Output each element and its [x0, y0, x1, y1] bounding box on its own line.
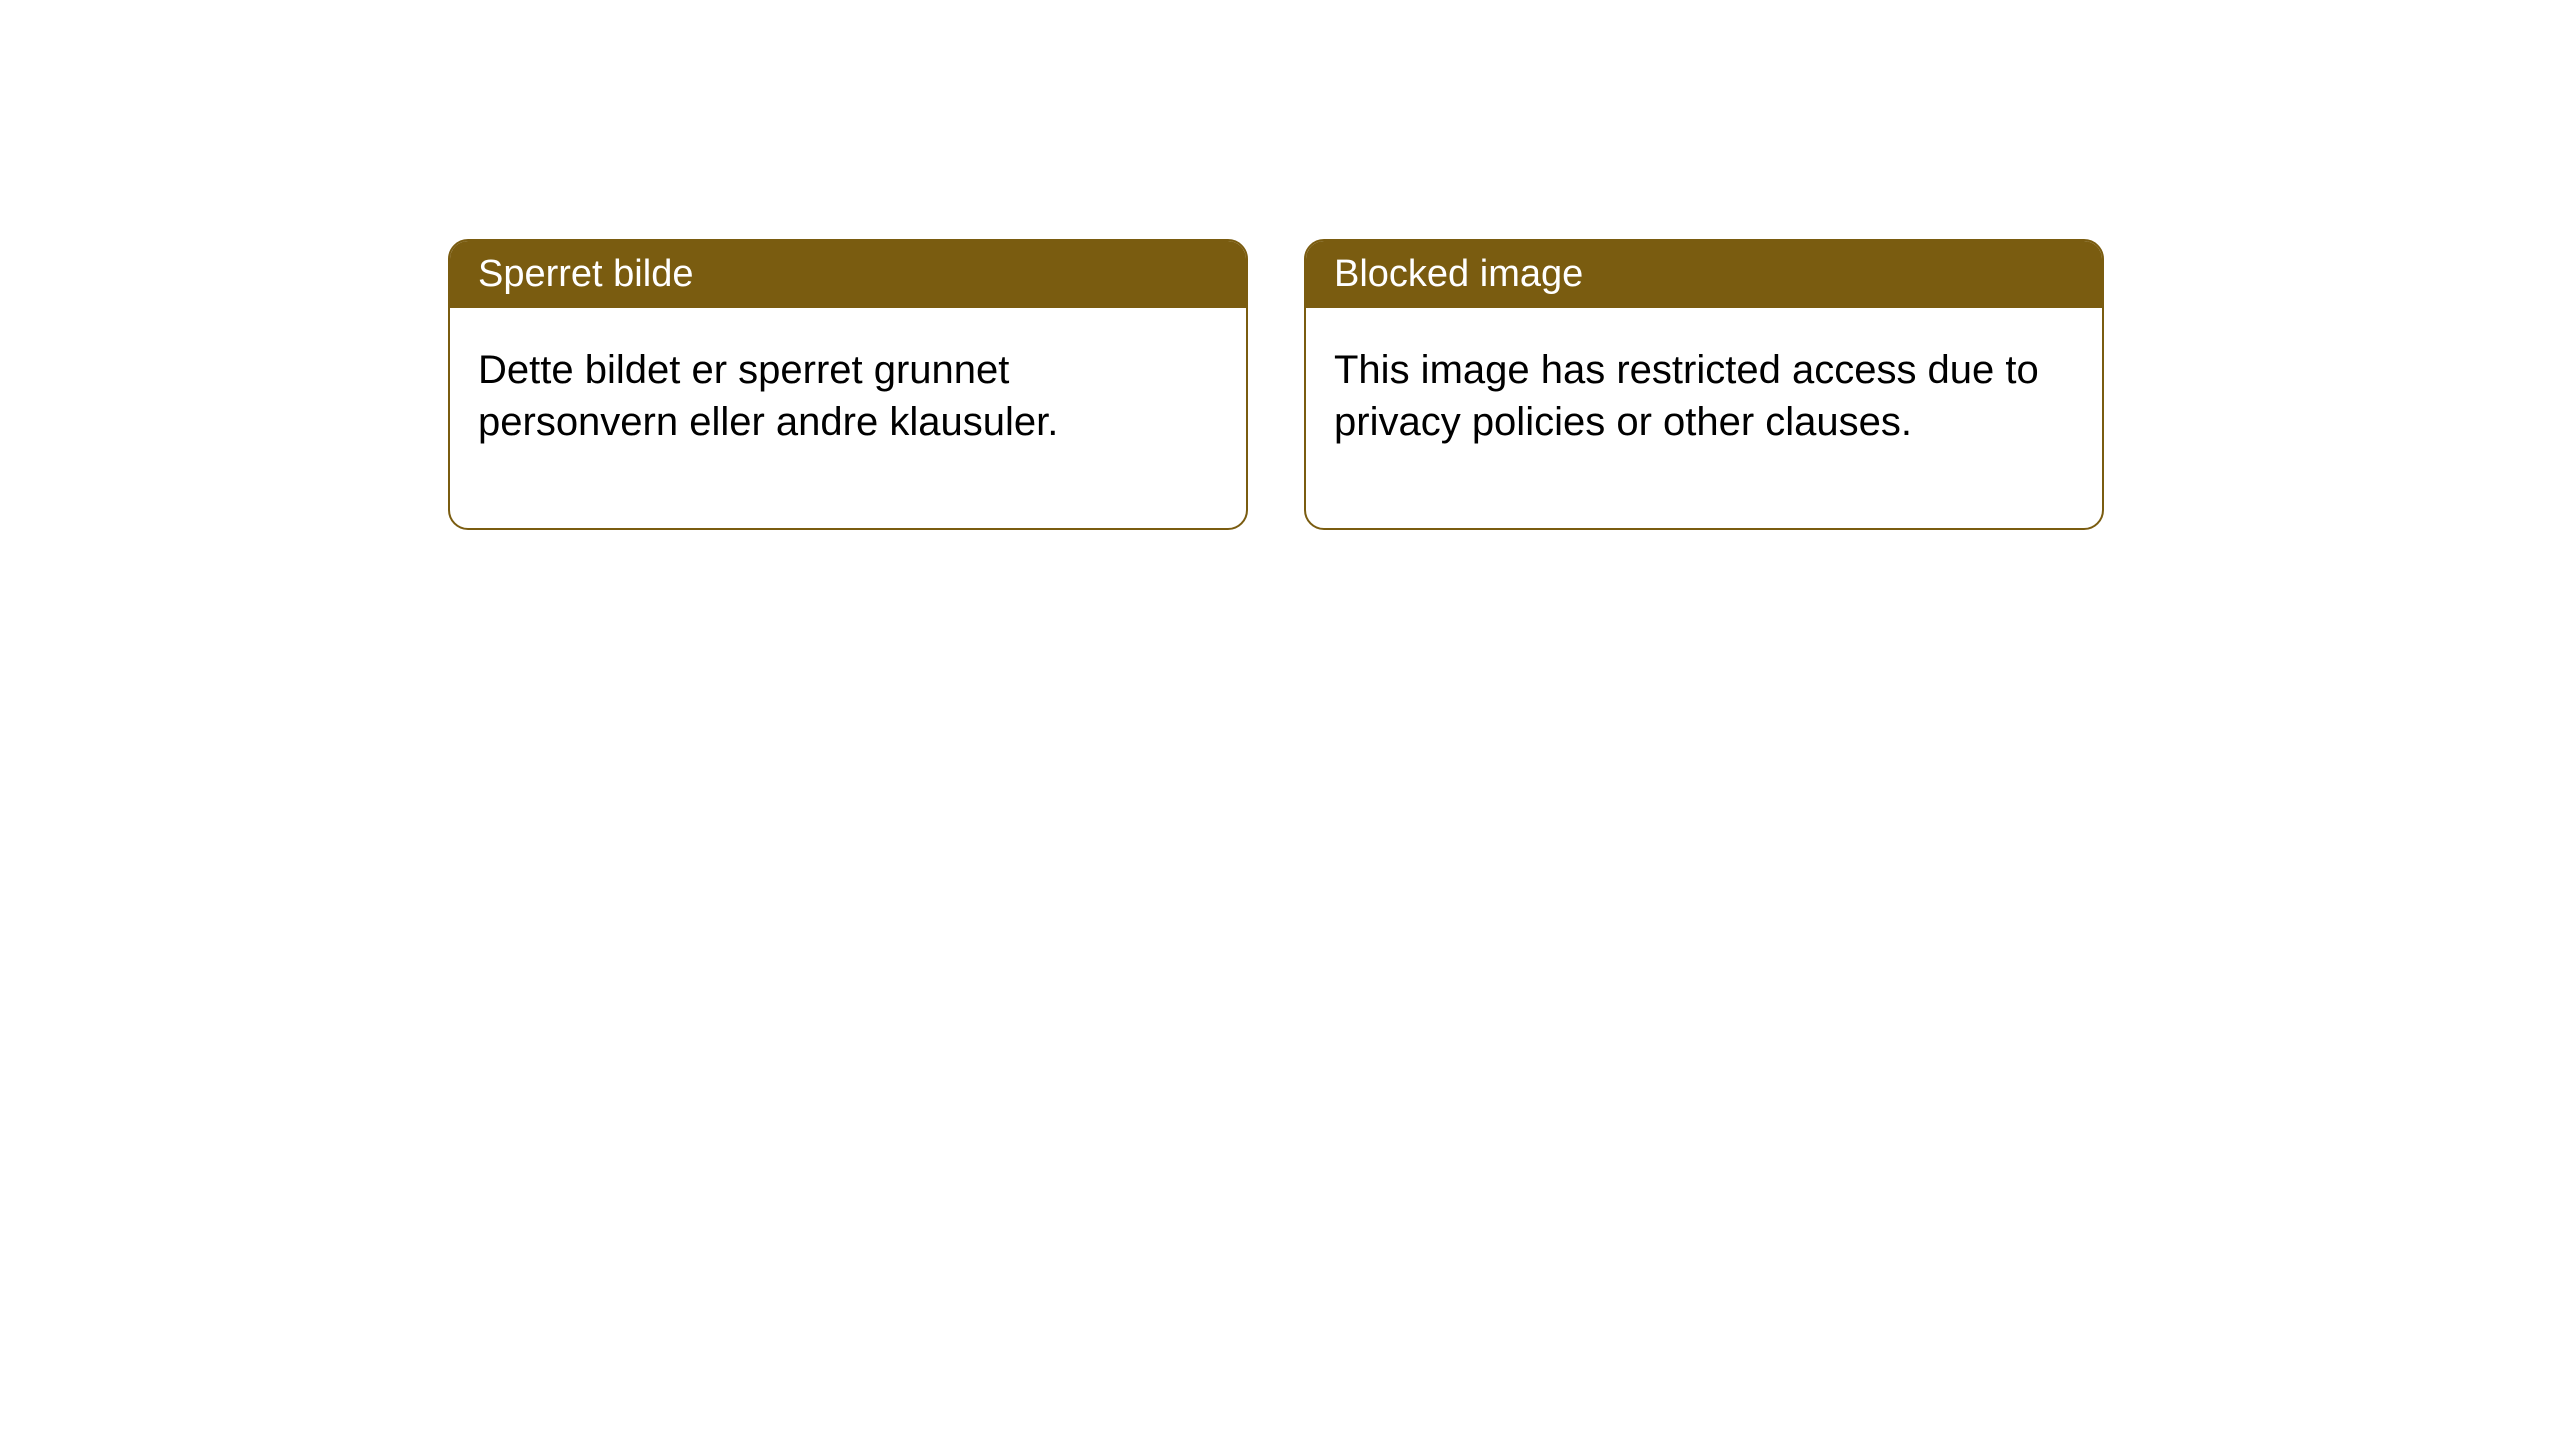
- notice-card-norwegian: Sperret bilde Dette bildet er sperret gr…: [448, 239, 1248, 530]
- notice-body-text: This image has restricted access due to …: [1334, 348, 2039, 444]
- notice-card-english: Blocked image This image has restricted …: [1304, 239, 2104, 530]
- notice-body: Dette bildet er sperret grunnet personve…: [450, 308, 1246, 528]
- notice-body: This image has restricted access due to …: [1306, 308, 2102, 528]
- notice-title: Blocked image: [1334, 253, 1583, 295]
- notice-header: Sperret bilde: [450, 241, 1246, 308]
- notice-header: Blocked image: [1306, 241, 2102, 308]
- notice-body-text: Dette bildet er sperret grunnet personve…: [478, 348, 1058, 444]
- notice-container: Sperret bilde Dette bildet er sperret gr…: [448, 239, 2104, 530]
- notice-title: Sperret bilde: [478, 253, 693, 295]
